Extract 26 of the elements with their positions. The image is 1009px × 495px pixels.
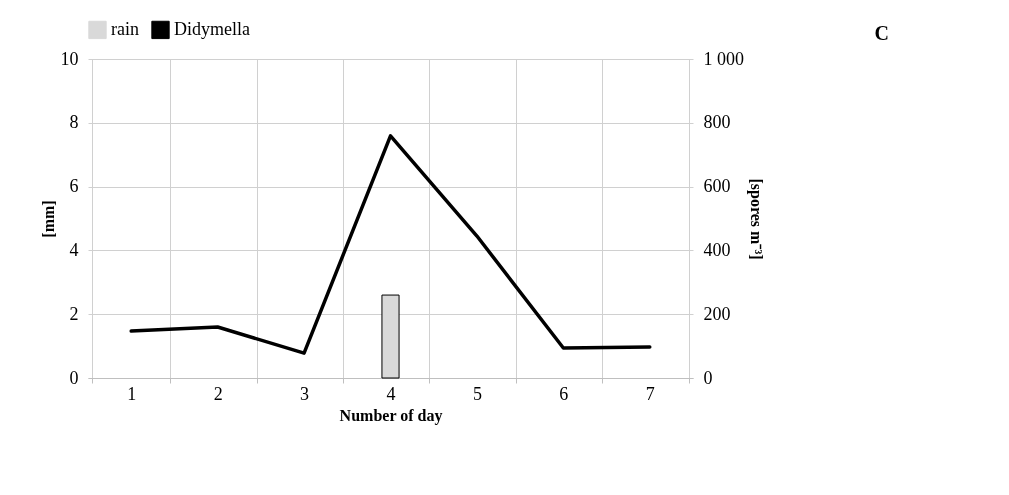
y-tick-label: 8	[69, 112, 79, 133]
y2-axis-title: [spores m⁻³]	[747, 178, 765, 260]
x-axis-title: Number of day	[339, 406, 443, 425]
y-tick-label: 2	[69, 303, 79, 324]
y-axis-title: [mm]	[39, 200, 57, 238]
x-tick-label: 5	[472, 383, 482, 404]
line-series	[129, 134, 652, 355]
y-tick-label: 0	[69, 367, 79, 388]
y2-tick-label: 0	[703, 367, 713, 388]
y2-tick-label: 800	[703, 112, 731, 133]
x-tick-label: 6	[559, 383, 569, 404]
x-tick-label: 3	[300, 383, 310, 404]
y2-tick-label: 1 000	[703, 48, 744, 69]
y2-tick-label: 200	[703, 303, 731, 324]
text: C	[874, 22, 889, 45]
x-tick-label: 4	[386, 383, 396, 404]
x-tick-label: 7	[645, 383, 655, 404]
y-tick-label: 10	[60, 48, 79, 69]
legend-label: rain	[111, 18, 139, 39]
legend-label: Didymella	[174, 18, 250, 39]
y-tick-label: 4	[69, 239, 79, 260]
x-tick-label: 2	[213, 383, 223, 404]
y2-tick-label: 600	[703, 176, 731, 197]
y2-tick-label: 400	[703, 239, 731, 260]
x-tick-label: 1	[127, 383, 137, 404]
y-tick-label: 6	[69, 176, 79, 197]
